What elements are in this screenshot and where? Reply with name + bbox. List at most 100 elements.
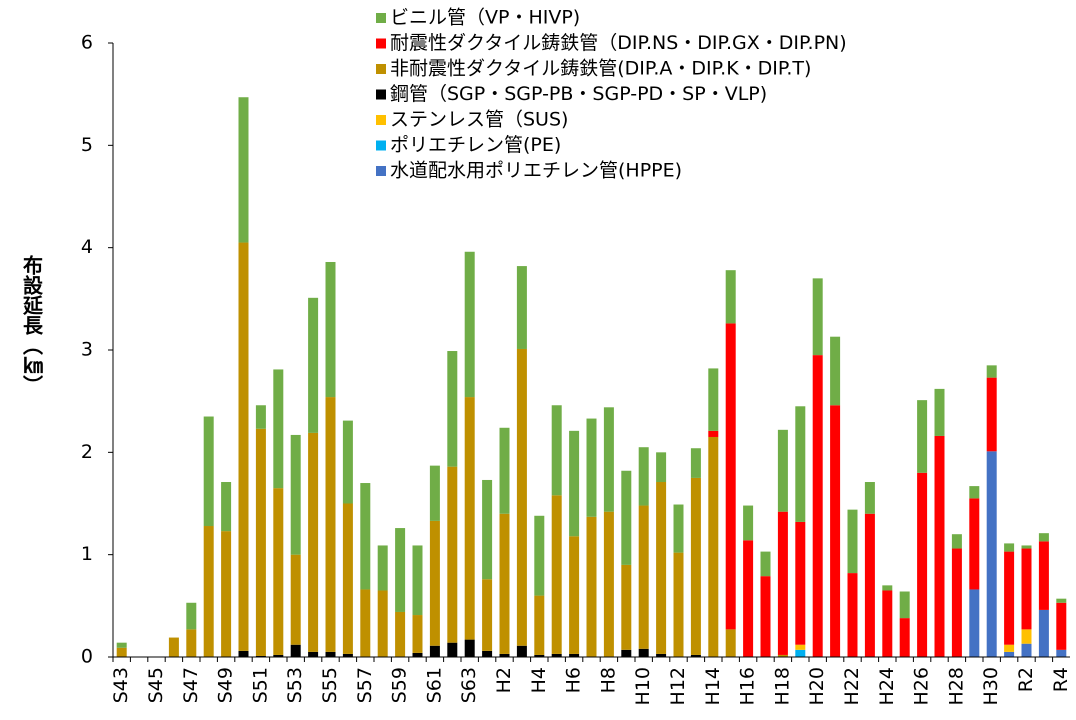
bar-segment <box>638 648 649 657</box>
x-tick-label: H10 <box>632 667 654 705</box>
bar-segment <box>690 448 701 478</box>
bar-segment <box>1004 543 1015 552</box>
bar-segment <box>795 521 806 645</box>
bar-segment <box>221 531 232 657</box>
bar-segment <box>377 545 388 591</box>
bar-segment <box>395 528 406 612</box>
bar-segment <box>255 428 266 656</box>
bar-segment <box>429 645 440 657</box>
bar-segment <box>1038 609 1049 657</box>
bar-segment <box>1056 602 1067 650</box>
bar-segment <box>812 355 823 657</box>
bar-segment <box>1004 651 1015 657</box>
x-tick-label: H8 <box>597 667 619 693</box>
bar-segment <box>690 654 701 657</box>
bar-segment <box>238 242 249 651</box>
bar-segment <box>864 482 875 514</box>
bar-segment <box>969 498 980 590</box>
x-tick-label: H30 <box>980 667 1002 705</box>
x-tick-label: H22 <box>841 667 863 705</box>
bar-segment <box>1038 533 1049 542</box>
bar-segment <box>395 611 406 657</box>
bar-segment <box>708 430 719 437</box>
y-tick-label: 1 <box>81 543 93 565</box>
bar-segment <box>882 590 893 657</box>
x-tick-label: H6 <box>563 667 585 693</box>
bar-segment <box>464 639 475 657</box>
bar-segment <box>186 629 197 657</box>
bar-segment <box>638 505 649 649</box>
bar-segment <box>325 261 336 398</box>
bar-segment <box>725 323 736 630</box>
x-tick-label: S59 <box>389 667 411 703</box>
bar-segment <box>812 278 823 356</box>
bar-segment <box>464 397 475 640</box>
x-tick-label: H24 <box>876 667 898 705</box>
x-tick-label: S55 <box>319 667 341 703</box>
y-axis-label: 布設延長（㎞） <box>20 254 44 395</box>
bar-segment <box>255 405 266 429</box>
legend-swatch <box>376 13 386 23</box>
legend-label: 非耐震性ダクタイル鋳鉄管(DIP.A・DIP.K・DIP.T) <box>390 57 811 80</box>
y-tick-label: 4 <box>81 236 93 258</box>
bar-segment <box>795 406 806 522</box>
bar-segment <box>203 526 214 657</box>
bar-segment <box>830 336 841 406</box>
bar-segment <box>1021 629 1032 644</box>
bar-segment <box>934 388 945 436</box>
bar-segment <box>1021 545 1032 549</box>
bar-segment <box>777 511 788 655</box>
y-tick-label: 6 <box>81 32 93 54</box>
bar-segment <box>777 429 788 512</box>
bar-segment <box>690 477 701 655</box>
bar-segment <box>308 297 319 433</box>
bar-segment <box>482 650 493 657</box>
x-tick-label: H28 <box>945 667 967 705</box>
bar-segment <box>708 368 719 431</box>
bar-segment <box>238 97 249 243</box>
bar-segment <box>412 615 423 653</box>
y-tick-label: 2 <box>81 441 93 463</box>
bar-segment <box>516 266 527 349</box>
x-tick-label: S53 <box>284 667 306 703</box>
bar-segment <box>656 482 667 654</box>
bar-segment <box>586 418 597 517</box>
bar-segment <box>429 520 440 646</box>
bar-segment <box>412 652 423 657</box>
bar-segment <box>342 503 353 654</box>
bar-segment <box>116 647 127 657</box>
bar-segment <box>429 465 440 521</box>
bar-segment <box>986 365 997 378</box>
bar-segment <box>1004 644 1015 652</box>
y-tick-label: 5 <box>81 134 93 156</box>
x-tick-label: S43 <box>110 667 132 703</box>
bar-segment <box>656 452 667 483</box>
legend-label: ビニル管（VP・HIVP) <box>390 7 580 29</box>
bar-segment <box>534 595 545 655</box>
bar-segment <box>795 649 806 657</box>
legend-label: ポリエチレン管(PE) <box>390 134 561 156</box>
bar-segment <box>534 654 545 657</box>
bar-segment <box>1038 541 1049 610</box>
bar-segment <box>673 552 684 657</box>
bar-segment <box>516 645 527 657</box>
x-tick-label: H2 <box>493 667 515 693</box>
bar-segment <box>934 435 945 657</box>
bar-segment <box>221 482 232 532</box>
x-tick-label: S61 <box>423 667 445 703</box>
legend-label: ステンレス管（SUS) <box>390 109 568 131</box>
bar-segment <box>499 513 510 654</box>
bar-segment <box>899 618 910 657</box>
x-tick-label: H18 <box>771 667 793 705</box>
bar-segment <box>673 504 684 553</box>
bar-segment <box>725 629 736 657</box>
bar-segment <box>482 479 493 580</box>
bar-segment <box>951 534 962 549</box>
bar-segment <box>743 540 754 657</box>
legend-label: 水道配水用ポリエチレン管(HPPE) <box>390 160 682 182</box>
bar-segment <box>847 573 858 657</box>
bar-segment <box>447 466 458 643</box>
bar-segment <box>569 430 580 537</box>
bar-segment <box>917 472 928 657</box>
bar-segment <box>603 407 614 512</box>
